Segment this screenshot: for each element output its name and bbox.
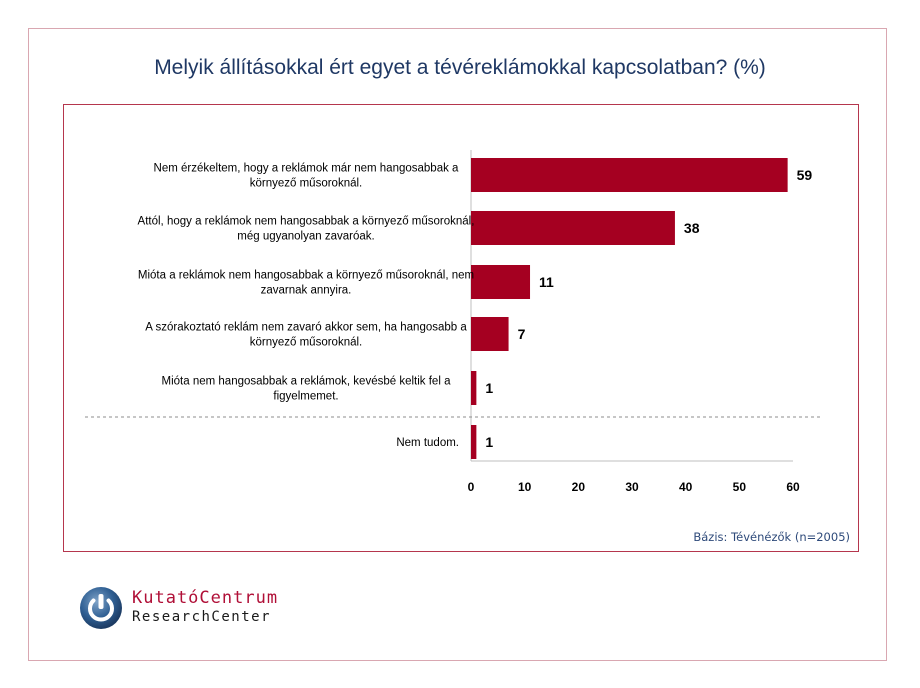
x-tick-label-30: 30 [625,480,639,494]
bar-4 [471,317,509,351]
data-label-6: 1 [485,434,493,450]
chart-title: Melyik állításokkal ért egyet a tévérekl… [154,56,766,79]
data-label-4: 7 [518,326,526,342]
logo-text-secondary: ResearchCenter [132,609,272,625]
category-label-5: Mióta nem hangosabbak a reklámok, kevésb… [162,376,452,403]
x-tick-label-20: 20 [572,480,586,494]
bar-1 [471,158,788,192]
category-label-2: Attól, hogy a reklámok nem hangosabbak a… [138,216,475,243]
logo: KutatóCentrum ResearchCenter [78,585,338,631]
x-tick-label-0: 0 [468,480,475,494]
category-label-1: Nem érzékeltem, hogy a reklámok már nem … [154,163,460,190]
category-label-4: A szórakoztató reklám nem zavaró akkor s… [145,322,467,349]
slide-frame [28,28,887,661]
bar-5 [471,371,477,405]
category-label-3: Mióta a reklámok nem hangosabbak a körny… [138,270,474,297]
bar-3 [471,265,531,299]
data-label-5: 1 [485,380,493,396]
power-symbol-icon [80,587,122,629]
x-tick-label-50: 50 [733,480,747,494]
x-tick-label-40: 40 [679,480,693,494]
data-label-3: 11 [539,274,554,290]
basis-note: Bázis: Tévénézők (n=2005) [693,530,850,544]
x-tick-label-60: 60 [786,480,800,494]
x-tick-label-10: 10 [518,480,532,494]
chart-frame [63,104,859,552]
data-label-1: 59 [797,167,813,183]
logo-text-primary: KutatóCentrum [132,588,279,608]
bar-2 [471,211,675,245]
category-label-6: Nem tudom. [396,437,459,449]
data-label-2: 38 [684,220,700,236]
bar-6 [471,425,477,459]
